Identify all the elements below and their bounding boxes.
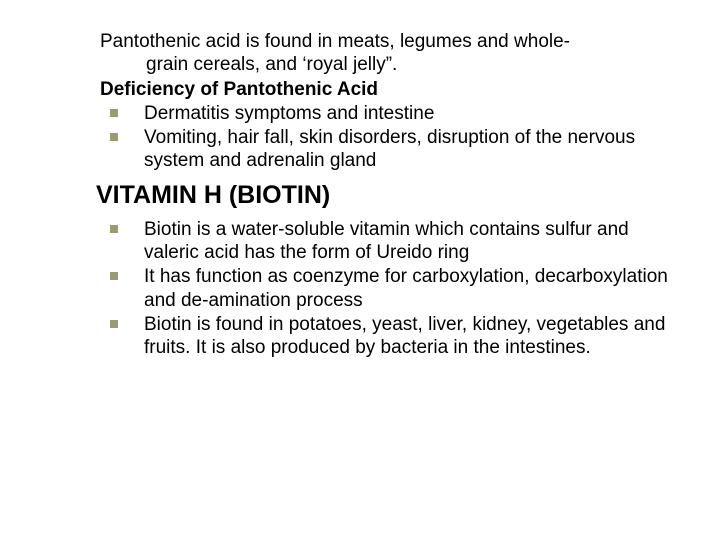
list-item: Dermatitis symptoms and intestine xyxy=(100,102,675,125)
intro-line-2: grain cereals, and ‘royal jelly”. xyxy=(100,53,675,76)
list-item: Biotin is a water-soluble vitamin which … xyxy=(100,218,675,264)
square-bullet-icon xyxy=(110,272,118,280)
list-item: It has function as coenzyme for carboxyl… xyxy=(100,265,675,311)
heading-vitamin-h: VITAMIN H (BIOTIN) xyxy=(96,180,675,210)
intro-paragraph: Pantothenic acid is found in meats, legu… xyxy=(100,30,675,76)
list-item: Biotin is found in potatoes, yeast, live… xyxy=(100,313,675,359)
list-item-text: It has function as coenzyme for carboxyl… xyxy=(144,266,668,310)
biotin-list: Biotin is a water-soluble vitamin which … xyxy=(100,218,675,359)
square-bullet-icon xyxy=(110,133,118,141)
list-item-text: Dermatitis symptoms and intestine xyxy=(144,103,434,124)
subheading-deficiency: Deficiency of Pantothenic Acid xyxy=(100,78,675,101)
deficiency-list: Dermatitis symptoms and intestine Vomiti… xyxy=(100,102,675,173)
square-bullet-icon xyxy=(110,320,118,328)
list-item-text: Biotin is a water-soluble vitamin which … xyxy=(144,219,629,263)
square-bullet-icon xyxy=(110,225,118,233)
intro-line-1: Pantothenic acid is found in meats, legu… xyxy=(100,30,675,53)
list-item: Vomiting, hair fall, skin disorders, dis… xyxy=(100,126,675,172)
list-item-text: Biotin is found in potatoes, yeast, live… xyxy=(144,314,665,358)
list-item-text: Vomiting, hair fall, skin disorders, dis… xyxy=(144,127,635,171)
square-bullet-icon xyxy=(110,109,118,117)
